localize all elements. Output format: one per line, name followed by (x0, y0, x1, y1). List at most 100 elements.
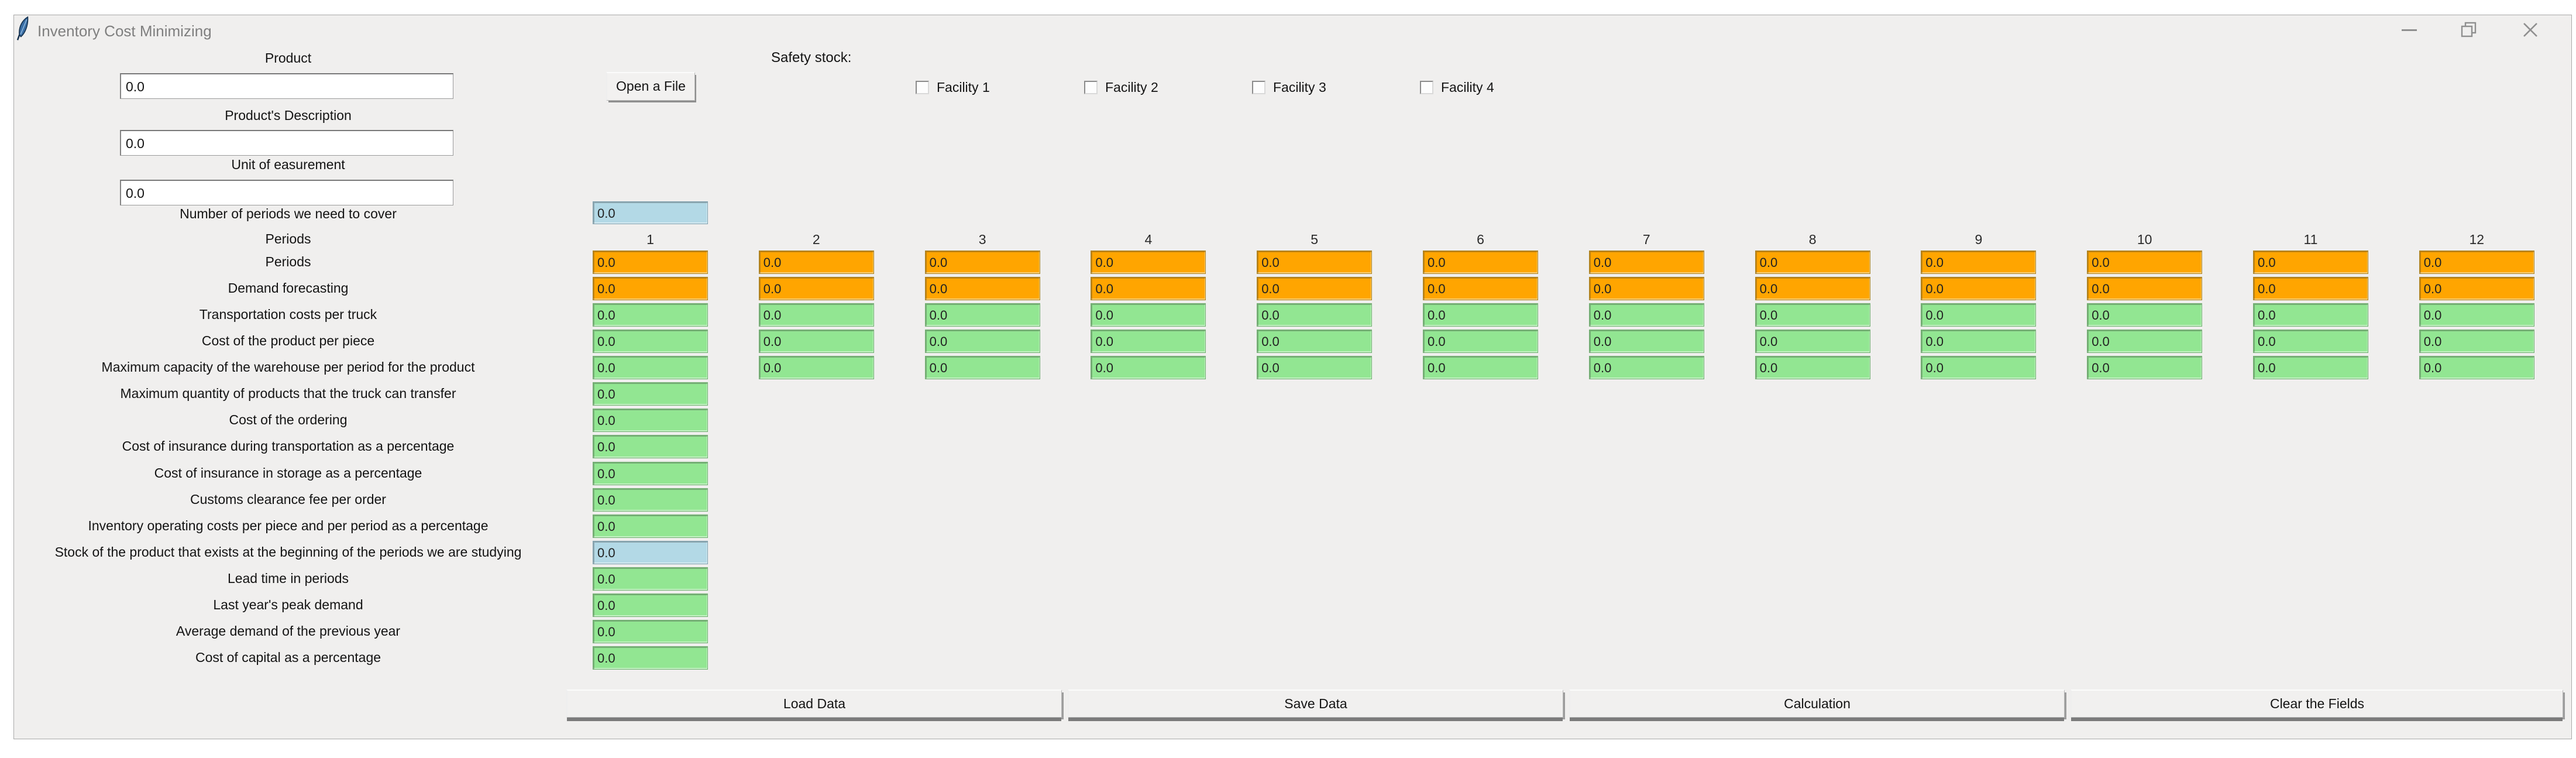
calculation-button[interactable]: Calculation (1569, 690, 2065, 718)
grid-cell-r1-c8[interactable]: 0.0 (1755, 277, 1870, 301)
load-data-button[interactable]: Load Data (566, 690, 1062, 718)
grid-cell-r6-c1[interactable]: 0.0 (593, 409, 708, 433)
clear-fields-button[interactable]: Clear the Fields (2071, 690, 2563, 718)
grid-cell-r4-c12[interactable]: 0.0 (2419, 356, 2534, 380)
grid-cell-r11-c1[interactable]: 0.0 (593, 540, 708, 564)
grid-cell-r3-c4[interactable]: 0.0 (1091, 330, 1206, 354)
restore-button[interactable] (2442, 18, 2496, 42)
grid-cell-r4-c5[interactable]: 0.0 (1257, 356, 1373, 380)
grid-cell-r3-c11[interactable]: 0.0 (2253, 330, 2368, 354)
grid-cell-r0-c5[interactable]: 0.0 (1257, 251, 1373, 274)
unit-of-measurement-input[interactable]: 0.0 (120, 180, 453, 205)
grid-cell-r0-c6[interactable]: 0.0 (1423, 251, 1538, 274)
grid-cell-r4-c4[interactable]: 0.0 (1091, 356, 1206, 380)
grid-cell-r1-c6[interactable]: 0.0 (1423, 277, 1538, 301)
grid-cell-r1-c2[interactable]: 0.0 (758, 277, 874, 301)
grid-cell-r3-c6[interactable]: 0.0 (1423, 330, 1538, 354)
close-button[interactable] (2503, 18, 2557, 42)
grid-cell-r3-c9[interactable]: 0.0 (1921, 330, 2037, 354)
grid-cell-r2-c1[interactable]: 0.0 (593, 303, 708, 327)
facility-1-checkbox[interactable]: Facility 1 (916, 80, 990, 95)
grid-cell-r2-c5[interactable]: 0.0 (1257, 303, 1373, 327)
grid-cell-r3-c10[interactable]: 0.0 (2087, 330, 2203, 354)
grid-cell-r0-c4[interactable]: 0.0 (1091, 251, 1206, 274)
open-file-button[interactable]: Open a File (606, 72, 695, 101)
grid-cell-r2-c2[interactable]: 0.0 (758, 303, 874, 327)
grid-cell-r4-c11[interactable]: 0.0 (2253, 356, 2368, 380)
grid-row-label: Demand forecasting (228, 280, 349, 296)
window-title: Inventory Cost Minimizing (37, 22, 212, 40)
grid-cell-r1-c10[interactable]: 0.0 (2087, 277, 2203, 301)
grid-cell-r2-c7[interactable]: 0.0 (1588, 303, 1704, 327)
grid-cell-r2-c8[interactable]: 0.0 (1755, 303, 1870, 327)
grid-cell-r1-c7[interactable]: 0.0 (1588, 277, 1704, 301)
grid-cell-r3-c8[interactable]: 0.0 (1755, 330, 1870, 354)
grid-cell-r14-c1[interactable]: 0.0 (593, 619, 708, 643)
grid-row-label: Cost of insurance in storage as a percen… (154, 465, 422, 481)
grid-cell-r10-c1[interactable]: 0.0 (593, 514, 708, 538)
grid-cell-r2-c10[interactable]: 0.0 (2087, 303, 2203, 327)
product-description-input[interactable]: 0.0 (120, 130, 453, 156)
grid-cell-r0-c7[interactable]: 0.0 (1588, 251, 1704, 274)
grid-cell-r0-c11[interactable]: 0.0 (2253, 251, 2368, 274)
grid-cell-r3-c7[interactable]: 0.0 (1588, 330, 1704, 354)
grid-cell-r4-c8[interactable]: 0.0 (1755, 356, 1870, 380)
facility-3-checkbox[interactable]: Facility 3 (1252, 80, 1326, 95)
grid-cell-r13-c1[interactable]: 0.0 (593, 593, 708, 617)
grid-cell-r0-c2[interactable]: 0.0 (758, 251, 874, 274)
grid-cell-r1-c12[interactable]: 0.0 (2419, 277, 2534, 301)
grid-cell-r12-c1[interactable]: 0.0 (593, 567, 708, 591)
facility-4-checkbox[interactable]: Facility 4 (1420, 80, 1494, 95)
grid-cell-r15-c1[interactable]: 0.0 (593, 646, 708, 670)
grid-cell-r4-c6[interactable]: 0.0 (1423, 356, 1538, 380)
grid-cell-r0-c8[interactable]: 0.0 (1755, 251, 1870, 274)
grid-cell-r1-c3[interactable]: 0.0 (924, 277, 1040, 301)
grid-cell-r7-c1[interactable]: 0.0 (593, 435, 708, 459)
grid-cell-r0-c10[interactable]: 0.0 (2087, 251, 2203, 274)
grid-cell-r2-c11[interactable]: 0.0 (2253, 303, 2368, 327)
grid-cell-r4-c7[interactable]: 0.0 (1588, 356, 1704, 380)
grid-cell-r2-c12[interactable]: 0.0 (2419, 303, 2534, 327)
grid-cell-r1-c9[interactable]: 0.0 (1921, 277, 2037, 301)
minimize-button[interactable] (2382, 18, 2436, 42)
checkbox-icon (916, 80, 929, 94)
grid-cell-r2-c6[interactable]: 0.0 (1423, 303, 1538, 327)
grid-cell-r3-c2[interactable]: 0.0 (758, 330, 874, 354)
grid-cell-r1-c5[interactable]: 0.0 (1257, 277, 1373, 301)
grid-cell-r4-c2[interactable]: 0.0 (758, 356, 874, 380)
product-input[interactable]: 0.0 (120, 73, 453, 99)
grid-col-header-6: 6 (1477, 232, 1484, 247)
facility-2-checkbox[interactable]: Facility 2 (1084, 80, 1158, 95)
grid-cell-r2-c9[interactable]: 0.0 (1921, 303, 2037, 327)
periods-header-label: Periods (265, 231, 311, 246)
grid-cell-r4-c9[interactable]: 0.0 (1921, 356, 2037, 380)
facility-1-label: Facility 1 (937, 79, 990, 95)
grid-cell-r0-c9[interactable]: 0.0 (1921, 251, 2037, 274)
grid-cell-r0-c12[interactable]: 0.0 (2419, 251, 2534, 274)
periods-count-input[interactable]: 0.0 (593, 201, 708, 224)
grid-row-label: Lead time in periods (227, 570, 349, 586)
grid-row-label: Periods (265, 254, 311, 269)
grid-cell-r3-c1[interactable]: 0.0 (593, 330, 708, 354)
grid-cell-r8-c1[interactable]: 0.0 (593, 461, 708, 485)
grid-cell-r2-c3[interactable]: 0.0 (924, 303, 1040, 327)
grid-cell-r4-c10[interactable]: 0.0 (2087, 356, 2203, 380)
grid-cell-r3-c12[interactable]: 0.0 (2419, 330, 2534, 354)
grid-cell-r9-c1[interactable]: 0.0 (593, 488, 708, 512)
grid-row-label: Cost of capital as a percentage (195, 650, 381, 666)
grid-cell-r4-c3[interactable]: 0.0 (924, 356, 1040, 380)
grid-cell-r0-c3[interactable]: 0.0 (924, 251, 1040, 274)
grid-cell-r1-c4[interactable]: 0.0 (1091, 277, 1206, 301)
save-data-button[interactable]: Save Data (1068, 690, 1563, 718)
grid-cell-r1-c1[interactable]: 0.0 (593, 277, 708, 301)
grid-row-label: Cost of the product per piece (201, 333, 375, 349)
grid-cell-r3-c3[interactable]: 0.0 (924, 330, 1040, 354)
grid-cell-r2-c4[interactable]: 0.0 (1091, 303, 1206, 327)
grid-col-header-7: 7 (1642, 232, 1650, 247)
restore-icon (2461, 22, 2477, 37)
grid-cell-r3-c5[interactable]: 0.0 (1257, 330, 1373, 354)
grid-cell-r0-c1[interactable]: 0.0 (593, 251, 708, 274)
grid-cell-r5-c1[interactable]: 0.0 (593, 382, 708, 406)
grid-cell-r1-c11[interactable]: 0.0 (2253, 277, 2368, 301)
grid-cell-r4-c1[interactable]: 0.0 (593, 356, 708, 380)
